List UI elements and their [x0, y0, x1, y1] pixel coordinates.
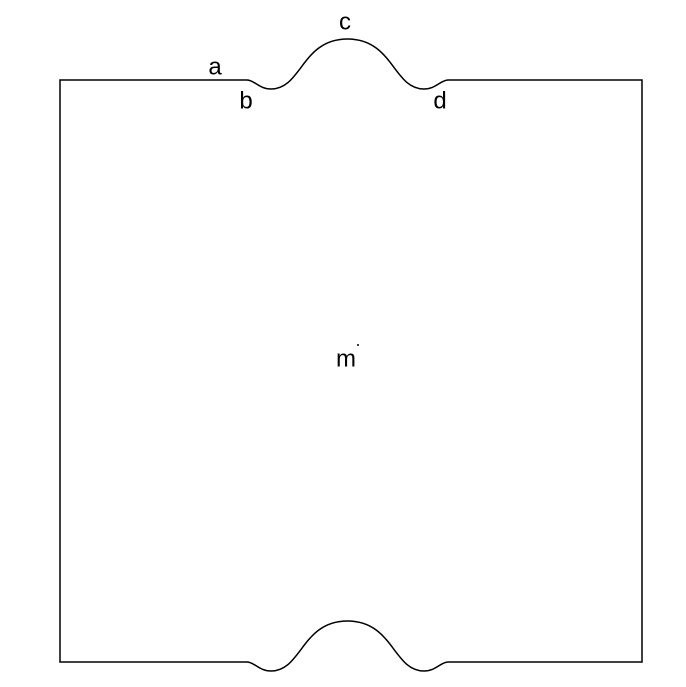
label-m: m: [336, 345, 356, 372]
center-point: [357, 344, 359, 346]
label-a: a: [208, 53, 222, 80]
label-c: c: [339, 8, 351, 35]
label-b: b: [239, 87, 252, 114]
label-d: d: [433, 87, 446, 114]
